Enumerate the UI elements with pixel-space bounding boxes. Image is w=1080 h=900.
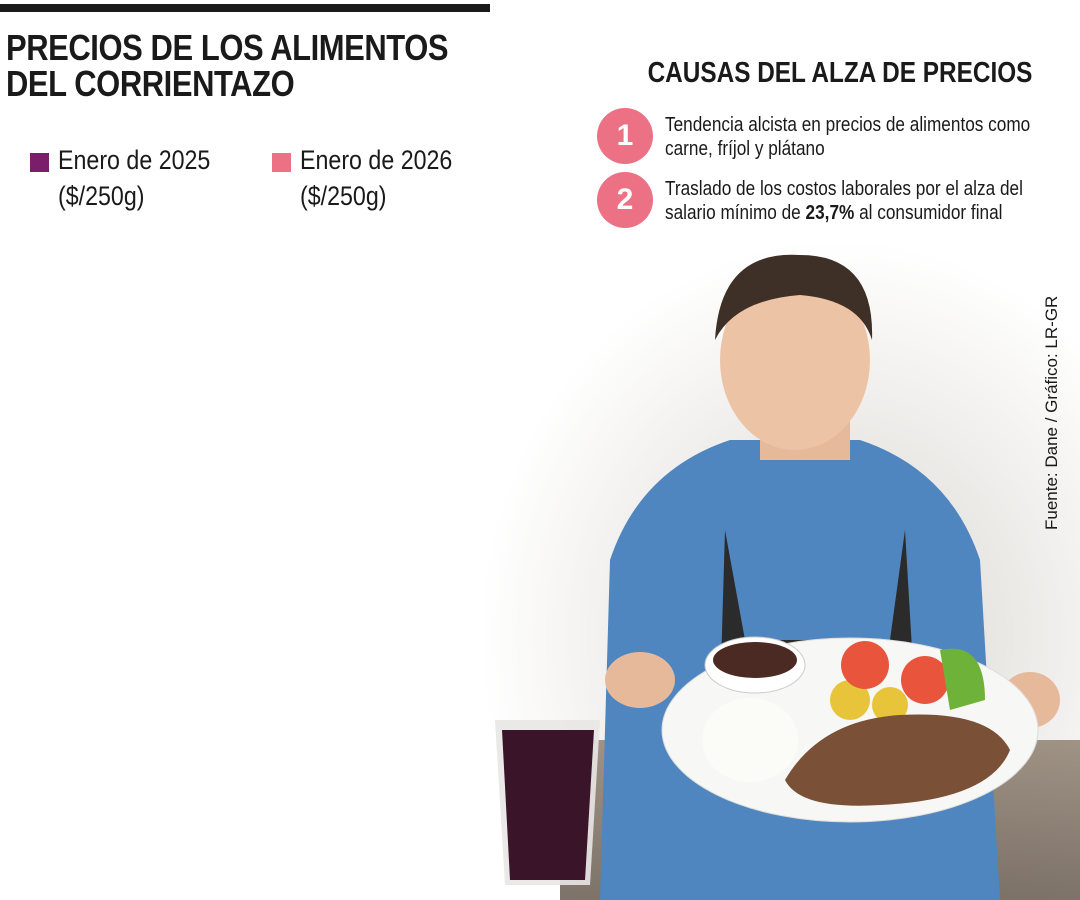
legend-swatch: [272, 153, 291, 172]
cause-text: Tendencia alcista en precios de alimento…: [665, 113, 1043, 161]
title-line: DEL CORRIENTAZO: [6, 63, 295, 104]
cause-text-part: Tendencia alcista en precios de alimento…: [665, 114, 1031, 160]
title: PRECIOS DE LOS ALIMENTOS DEL CORRIENTAZO: [6, 27, 449, 104]
legend-unit: ($/250g): [58, 181, 145, 211]
cause-text-part: al consumidor final: [854, 202, 1003, 224]
cause-number: 2: [597, 172, 653, 228]
source: Fuente: Dane / Gráfico: LR-GR: [1042, 295, 1061, 530]
cause-highlight: 23,7%: [805, 202, 855, 224]
title-line: PRECIOS DE LOS ALIMENTOS: [6, 27, 449, 68]
cause-number: 1: [597, 108, 653, 164]
legend-swatch: [30, 153, 49, 172]
legend-label: Enero de 2026: [300, 145, 453, 175]
causes-title: CAUSAS DEL ALZA DE PRECIOS: [647, 57, 1033, 89]
top-rule: [0, 4, 490, 12]
cause-text-part: Traslado de los costos laborales por el …: [665, 178, 1023, 224]
legend-unit: ($/250g): [300, 181, 387, 211]
cause-text: Traslado de los costos laborales por el …: [665, 177, 1043, 225]
legend-label: Enero de 2025: [58, 145, 211, 175]
